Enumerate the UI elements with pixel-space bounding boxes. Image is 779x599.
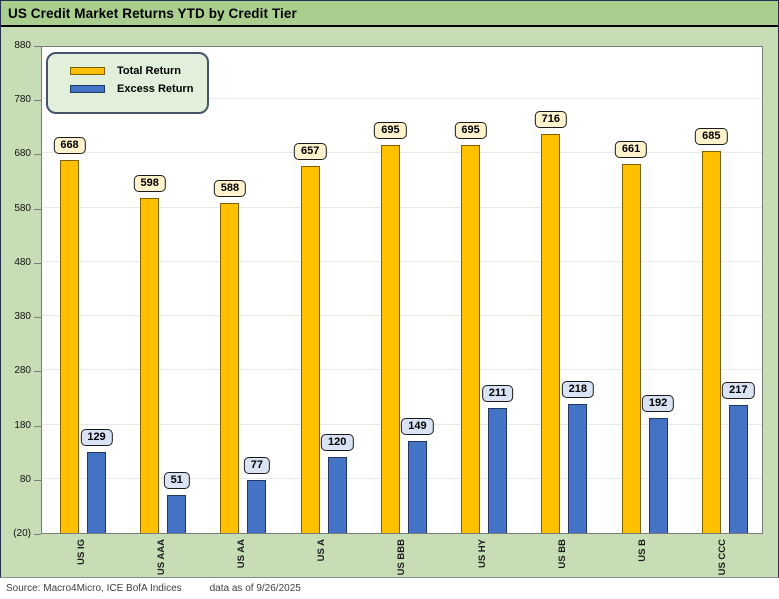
y-axis-tick-label: 880 [14, 40, 31, 51]
legend-item-excess-return: Excess Return [70, 83, 207, 95]
bar-value-label-total-return-us-hy: 695 [454, 122, 487, 140]
x-axis-label-text: US AA [235, 539, 247, 569]
bar-excess-return-us-b [648, 418, 668, 533]
bar-total-return-us-aaa [140, 197, 160, 533]
bar-value-label-excess-return-us-b: 192 [641, 395, 675, 412]
bar-total-return-us-aa [220, 203, 240, 533]
bar-value-label-excess-return-us-bbb: 149 [401, 418, 434, 436]
bar-total-return-us-hy [461, 145, 481, 533]
x-axis-label-us-b: US B [603, 539, 683, 579]
x-axis-label-us-ig: US IG [41, 539, 121, 579]
bar-total-return-us-b [621, 163, 641, 533]
y-axis-tick-label: 780 [14, 94, 31, 106]
bar-excess-return-us-ig [87, 452, 106, 533]
y-axis-tick-label: 80 [19, 473, 31, 485]
chart-frame: US Credit Market Returns YTD by Credit T… [0, 0, 779, 578]
bar-excess-return-us-bb [568, 404, 588, 533]
y-axis-tick-label: (20) [13, 528, 31, 539]
legend: Total Return Excess Return [46, 52, 209, 114]
bar-value-label-total-return-us-ig: 668 [53, 137, 86, 154]
bar-value-label-total-return-us-ccc: 685 [695, 127, 728, 145]
x-axis-label-text: US HY [476, 539, 488, 569]
bar-value-label-excess-return-us-ig: 129 [80, 429, 113, 447]
y-axis-tickmark [34, 479, 41, 481]
y-axis-tick-label: 580 [14, 202, 31, 214]
y-axis-tickmark [34, 46, 41, 47]
bar-value-label-total-return-us-b: 661 [614, 140, 648, 158]
y-axis-tickmark [34, 208, 41, 210]
y-axis-tick-label: 280 [14, 365, 31, 377]
legend-item-total-return: Total Return [70, 65, 207, 77]
y-axis-tick-label: 480 [14, 256, 31, 268]
x-axis-label-us-a: US A [282, 539, 362, 579]
source-text: Source: Macro4Micro, ICE BofA Indices [6, 583, 182, 594]
bar-total-return-us-ccc [701, 150, 721, 533]
bar-excess-return-us-ccc [728, 404, 748, 533]
y-axis-tick-label: 180 [14, 419, 31, 431]
bar-value-label-total-return-us-bb: 716 [534, 110, 567, 128]
y-axis-tickmark [34, 425, 41, 427]
y-axis-tickmark [34, 317, 41, 319]
x-axis-label-us-aa: US AA [201, 539, 281, 579]
y-axis-tickmark [34, 262, 41, 264]
y-axis-tick-label: 380 [14, 311, 31, 323]
x-axis-label-text: US IG [75, 539, 87, 565]
bar-value-label-excess-return-us-a: 120 [321, 434, 354, 452]
x-axis-label-us-bbb: US BBB [362, 539, 442, 579]
legend-item-label: Excess Return [117, 83, 194, 95]
gridline-380 [42, 315, 762, 317]
legend-swatch-excess-return [70, 85, 105, 93]
bar-excess-return-us-aaa [167, 494, 187, 533]
gridline-780 [42, 98, 762, 100]
x-axis-label-text: US CCC [717, 539, 729, 576]
x-axis-label-us-bb: US BB [522, 539, 602, 579]
x-axis-label-text: US BBB [396, 539, 408, 576]
y-axis-tickmark [34, 154, 41, 156]
y-axis-tickmark [34, 100, 41, 102]
bar-excess-return-us-bbb [407, 441, 427, 533]
bar-value-label-total-return-us-a: 657 [294, 142, 327, 160]
plot-area: Total Return Excess Return 668 129 598 51 588… [41, 46, 763, 534]
as-of-text: data as of 9/26/2025 [209, 583, 301, 594]
x-axis-label-us-ccc: US CCC [683, 539, 763, 579]
bar-value-label-excess-return-us-aa: 77 [243, 457, 271, 475]
gridline-480 [42, 260, 762, 262]
title-bar: US Credit Market Returns YTD by Credit T… [1, 1, 778, 27]
bar-total-return-us-a [300, 165, 320, 533]
bar-value-label-excess-return-us-aaa: 51 [163, 471, 190, 489]
legend-swatch-total-return [70, 67, 105, 75]
y-axis-tickmark [34, 371, 41, 373]
bar-total-return-us-bbb [380, 145, 400, 533]
gridline-580 [42, 206, 762, 208]
gridline-80 [42, 477, 762, 479]
bar-excess-return-us-a [327, 457, 347, 533]
y-axis-tickmark [34, 534, 41, 535]
bar-value-label-total-return-us-aaa: 598 [133, 174, 166, 192]
y-axis-tick-label: 680 [14, 148, 31, 160]
chart-title: US Credit Market Returns YTD by Credit T… [8, 5, 297, 21]
bar-value-label-excess-return-us-hy: 211 [481, 384, 514, 402]
bar-value-label-total-return-us-bbb: 695 [374, 122, 407, 140]
legend-item-label: Total Return [117, 65, 181, 77]
bar-total-return-us-bb [541, 133, 561, 533]
bar-total-return-us-ig [60, 160, 79, 533]
x-axis-label-text: US A [316, 539, 328, 562]
x-axis-label-text: US B [637, 539, 649, 562]
bar-excess-return-us-hy [488, 407, 508, 533]
x-axis-label-text: US BB [556, 539, 568, 569]
gridline-280 [42, 369, 762, 371]
bar-excess-return-us-aa [247, 480, 267, 533]
x-axis-label-us-hy: US HY [442, 539, 522, 579]
bar-value-label-total-return-us-aa: 588 [213, 180, 247, 198]
x-axis-label-us-aaa: US AAA [121, 539, 201, 579]
bar-value-label-excess-return-us-ccc: 217 [722, 381, 755, 399]
bar-value-label-excess-return-us-bb: 218 [561, 381, 594, 398]
x-axis-label-text: US AAA [155, 539, 167, 576]
footer: Source: Macro4Micro, ICE BofA Indices da… [0, 578, 779, 599]
gridline-680 [42, 152, 762, 154]
